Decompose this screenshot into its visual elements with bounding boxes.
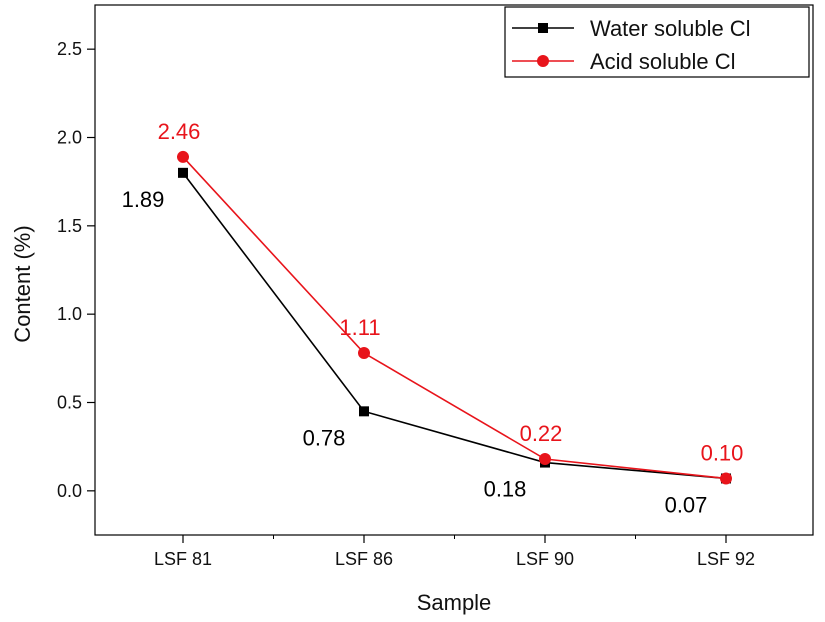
y-tick-label: 1.0: [57, 304, 82, 324]
y-tick-label: 1.5: [57, 216, 82, 236]
data-point-square: [178, 167, 188, 178]
data-labels: 1.89 0.78 0.18 0.07 2.46 1.11 0.22 0.10: [122, 119, 744, 518]
data-label: 0.07: [665, 492, 708, 517]
data-label: 1.11: [339, 315, 380, 340]
series-line-1: [182, 156, 727, 480]
data-point-circle: [720, 472, 732, 485]
legend-label: Water soluble Cl: [590, 16, 751, 41]
x-tick-label: LSF 92: [697, 549, 755, 569]
y-tick-label: 2.0: [57, 128, 82, 148]
data-label: 0.18: [484, 477, 527, 502]
legend: Water soluble Cl Acid soluble Cl: [504, 6, 810, 78]
x-tick-label: LSF 81: [154, 549, 212, 569]
legend-square-marker: [538, 23, 548, 33]
data-point-circle: [539, 453, 551, 466]
data-point-circle: [177, 150, 189, 163]
legend-box: [504, 6, 810, 78]
series-layer: [177, 150, 732, 485]
y-axis-title: Content (%): [10, 225, 35, 342]
legend-label: Acid soluble Cl: [590, 49, 736, 74]
legend-circle-marker: [537, 55, 549, 67]
data-label: 1.89: [122, 187, 165, 212]
data-label: 0.78: [303, 425, 346, 450]
data-label: 0.22: [520, 421, 563, 446]
data-label: 0.10: [701, 440, 744, 465]
data-point-circle: [358, 347, 370, 360]
x-tick-label: LSF 86: [335, 549, 393, 569]
x-tick-label: LSF 90: [516, 549, 574, 569]
series-line-0: [182, 172, 727, 480]
y-tick-label: 2.5: [57, 39, 82, 59]
y-axis: 0.0 0.5 1.0 1.5 2.0 2.5: [57, 39, 95, 501]
data-label: 2.46: [158, 119, 201, 144]
y-tick-label: 0.0: [57, 481, 82, 501]
data-point-square: [359, 406, 369, 417]
y-tick-label: 0.5: [57, 393, 82, 413]
x-axis: LSF 81 LSF 86 LSF 90 LSF 92: [154, 535, 755, 569]
x-axis-title: Sample: [417, 590, 492, 615]
